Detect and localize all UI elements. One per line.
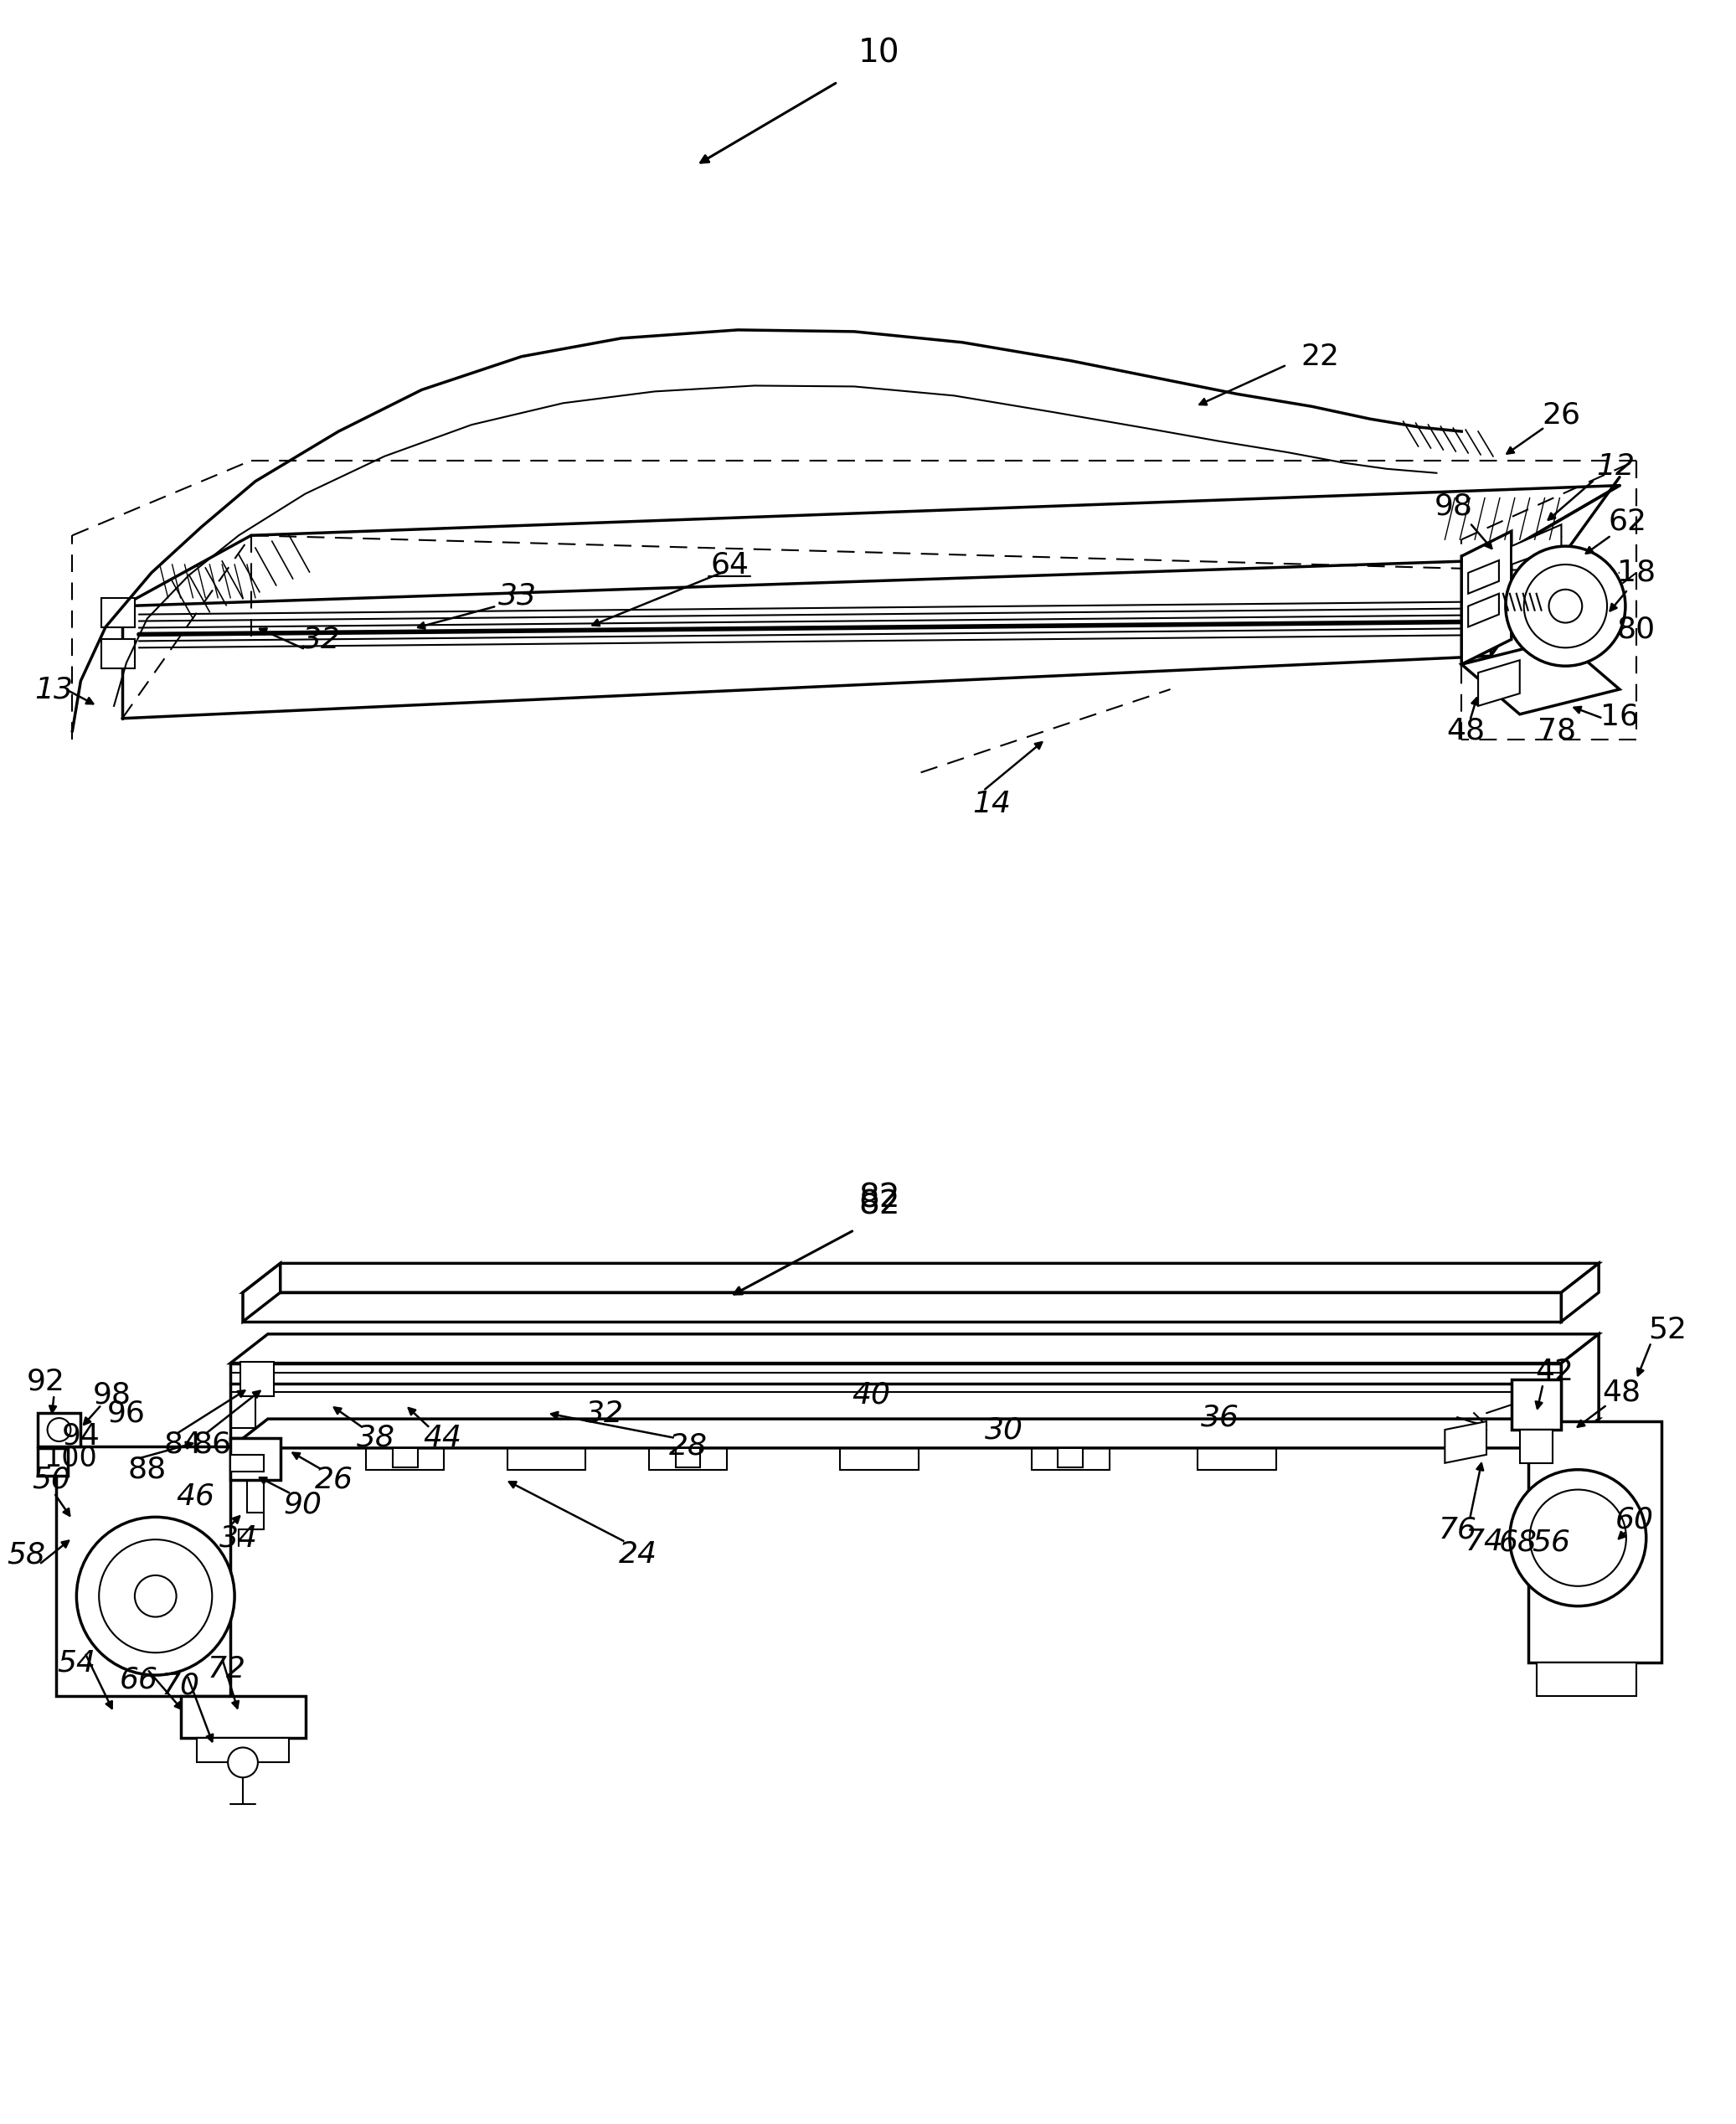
Polygon shape xyxy=(1057,1449,1083,1468)
Text: 26: 26 xyxy=(1542,401,1580,429)
Polygon shape xyxy=(1469,593,1498,627)
Text: 28: 28 xyxy=(668,1432,707,1461)
Text: 30: 30 xyxy=(984,1415,1023,1444)
Circle shape xyxy=(76,1517,234,1676)
Text: 12: 12 xyxy=(1595,452,1635,480)
Text: 76: 76 xyxy=(1437,1514,1477,1544)
Polygon shape xyxy=(1536,1663,1637,1695)
Text: 86: 86 xyxy=(193,1429,231,1459)
Text: 94: 94 xyxy=(61,1423,101,1451)
Text: 32: 32 xyxy=(302,624,342,654)
Circle shape xyxy=(227,1748,259,1778)
Text: 68: 68 xyxy=(1498,1527,1538,1557)
Text: 14: 14 xyxy=(972,790,1010,818)
Polygon shape xyxy=(38,1449,68,1476)
Text: 78: 78 xyxy=(1538,716,1576,746)
Polygon shape xyxy=(231,1419,1599,1449)
Text: 92: 92 xyxy=(26,1368,64,1395)
Text: 10: 10 xyxy=(858,36,899,68)
Text: 48: 48 xyxy=(1602,1378,1641,1406)
Circle shape xyxy=(1505,546,1625,667)
Text: 80: 80 xyxy=(1616,616,1656,644)
Polygon shape xyxy=(243,1264,1599,1291)
Polygon shape xyxy=(101,639,135,669)
Polygon shape xyxy=(1477,661,1519,705)
Text: 72: 72 xyxy=(207,1655,245,1684)
Text: 62: 62 xyxy=(1609,508,1647,535)
Polygon shape xyxy=(1462,531,1512,665)
Polygon shape xyxy=(1462,639,1620,714)
Polygon shape xyxy=(1561,1334,1599,1449)
Text: 84: 84 xyxy=(163,1429,203,1459)
Text: 26: 26 xyxy=(316,1466,354,1493)
Circle shape xyxy=(1510,1470,1646,1606)
Text: 46: 46 xyxy=(177,1483,215,1510)
Text: 24: 24 xyxy=(618,1540,658,1570)
Text: 22: 22 xyxy=(1300,342,1340,372)
Text: 40: 40 xyxy=(852,1381,891,1408)
Text: 98: 98 xyxy=(94,1381,132,1408)
Polygon shape xyxy=(1528,1421,1661,1663)
Text: 70: 70 xyxy=(161,1672,200,1699)
Text: 56: 56 xyxy=(1533,1527,1571,1557)
Text: 44: 44 xyxy=(424,1423,462,1453)
Circle shape xyxy=(135,1576,177,1616)
Text: 64: 64 xyxy=(710,550,748,578)
Polygon shape xyxy=(1469,561,1498,593)
Text: 48: 48 xyxy=(1446,716,1484,746)
Circle shape xyxy=(99,1540,212,1652)
Text: 100: 100 xyxy=(43,1444,97,1472)
Polygon shape xyxy=(38,1412,80,1446)
Polygon shape xyxy=(243,1291,1561,1321)
Polygon shape xyxy=(231,1438,279,1480)
Polygon shape xyxy=(1519,1429,1554,1463)
Polygon shape xyxy=(240,1361,274,1395)
Polygon shape xyxy=(1561,1264,1599,1321)
Text: 32: 32 xyxy=(585,1400,623,1427)
Text: 38: 38 xyxy=(356,1423,396,1453)
Text: 74: 74 xyxy=(1465,1527,1503,1557)
Text: 66: 66 xyxy=(120,1665,158,1693)
Polygon shape xyxy=(101,597,135,627)
Text: 88: 88 xyxy=(128,1455,167,1485)
Polygon shape xyxy=(1444,1421,1486,1463)
Polygon shape xyxy=(198,1737,288,1763)
Text: 96: 96 xyxy=(108,1400,146,1427)
Text: 50: 50 xyxy=(33,1466,71,1493)
Text: 42: 42 xyxy=(1535,1357,1575,1385)
Polygon shape xyxy=(56,1446,231,1695)
Text: 58: 58 xyxy=(7,1540,45,1570)
Polygon shape xyxy=(181,1695,306,1737)
Text: 36: 36 xyxy=(1201,1404,1240,1432)
Polygon shape xyxy=(243,1264,279,1321)
Polygon shape xyxy=(231,1455,264,1472)
Circle shape xyxy=(1529,1489,1627,1587)
Polygon shape xyxy=(1512,1381,1561,1429)
Polygon shape xyxy=(675,1449,700,1468)
Text: 34: 34 xyxy=(219,1523,259,1553)
Polygon shape xyxy=(231,1334,1599,1364)
Text: 54: 54 xyxy=(57,1648,95,1676)
Text: 18: 18 xyxy=(1616,559,1656,586)
Text: 82: 82 xyxy=(859,1183,899,1215)
Text: 52: 52 xyxy=(1649,1315,1687,1344)
Text: 98: 98 xyxy=(1434,493,1472,520)
Text: 82: 82 xyxy=(859,1189,899,1221)
Text: 16: 16 xyxy=(1601,703,1639,731)
Circle shape xyxy=(1524,565,1608,648)
Text: 13: 13 xyxy=(35,675,73,703)
Circle shape xyxy=(47,1419,71,1442)
Polygon shape xyxy=(392,1449,418,1468)
Text: 33: 33 xyxy=(498,582,536,610)
Text: 90: 90 xyxy=(283,1491,323,1519)
Text: 60: 60 xyxy=(1614,1506,1654,1534)
Polygon shape xyxy=(1512,525,1561,565)
Circle shape xyxy=(1549,590,1581,622)
